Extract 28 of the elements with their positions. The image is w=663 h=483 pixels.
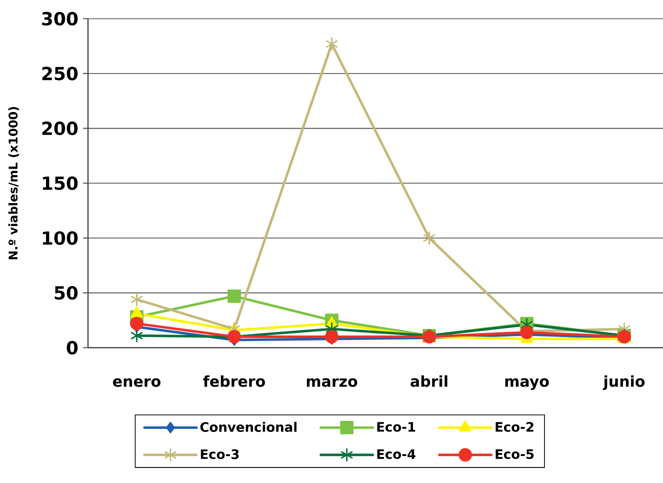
y-tick-label: 100 — [42, 231, 78, 245]
y-tick-label: 150 — [42, 176, 78, 190]
point — [228, 289, 241, 303]
x-tick-label: abril — [410, 375, 448, 387]
legend-label: Convencional — [200, 422, 296, 432]
y-tick-label: 200 — [42, 122, 78, 136]
y-tick-label: 300 — [42, 12, 78, 26]
point — [130, 292, 143, 306]
x-tick-label: febrero — [203, 375, 265, 387]
x-tick-label: mayo — [505, 378, 549, 390]
legend-label: Eco-5 — [496, 449, 534, 460]
point — [130, 328, 143, 342]
point — [130, 306, 144, 318]
legend-label: Eco-4 — [377, 449, 416, 460]
point — [325, 330, 338, 344]
x-tick-label: marzo — [306, 378, 358, 387]
y-axis-title: N.º viables/mL (x1000) — [8, 107, 20, 260]
point — [423, 231, 436, 245]
legend-label: Eco-3 — [200, 449, 239, 460]
point — [326, 37, 338, 51]
x-tick-label: junio — [602, 375, 645, 390]
y-tick-label: 250 — [42, 66, 78, 80]
x-tick-label: enero — [113, 378, 160, 387]
point — [130, 316, 144, 330]
y-tick-label: 0 — [66, 340, 78, 355]
y-tick-label: 50 — [54, 286, 78, 300]
legend-label: Eco-1 — [377, 422, 416, 432]
legend-label: Eco-2 — [496, 422, 534, 432]
